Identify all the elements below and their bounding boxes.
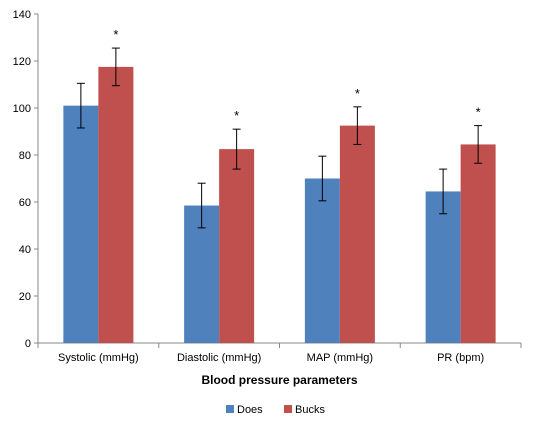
significance-marker: * [476,105,481,120]
significance-marker: * [234,108,239,123]
x-axis: Systolic (mmHg) Diastolic (mmHg) MAP (mmHg… [37,342,522,364]
bar-bucks [219,149,255,343]
bar-does [184,205,220,343]
legend-label-does: Does [237,404,263,416]
legend-swatch-bucks [284,405,292,413]
y-tick-label: 100 [13,103,31,115]
y-axis: 0 20 40 60 80 100 120 140 [13,9,39,350]
bar-does [425,191,461,343]
bar-bucks [98,66,134,343]
legend: Does Bucks [226,404,325,416]
x-tick-label: PR (bpm) [437,352,484,364]
significance-marker: * [113,27,118,42]
y-tick-label: 20 [19,291,31,303]
y-tick-label: 120 [13,56,31,68]
y-tick-label: 40 [19,244,31,256]
x-axis-title: Blood pressure parameters [201,373,357,387]
bar-does [304,178,340,343]
bar-does [63,105,99,344]
bars: * * * * [63,27,496,344]
legend-swatch-does [226,405,234,413]
x-tick-label: Diastolic (mmHg) [177,352,261,364]
y-tick-label: 80 [19,150,31,162]
bar-bucks [460,144,496,343]
y-tick-label: 60 [19,197,31,209]
legend-label-bucks: Bucks [295,404,325,416]
y-tick-label: 0 [25,338,31,350]
y-tick-label: 140 [13,9,31,21]
x-tick-label: Systolic (mmHg) [58,352,139,364]
significance-marker: * [355,86,360,101]
bar-bucks [339,125,375,343]
x-tick-label: MAP (mmHg) [307,352,373,364]
